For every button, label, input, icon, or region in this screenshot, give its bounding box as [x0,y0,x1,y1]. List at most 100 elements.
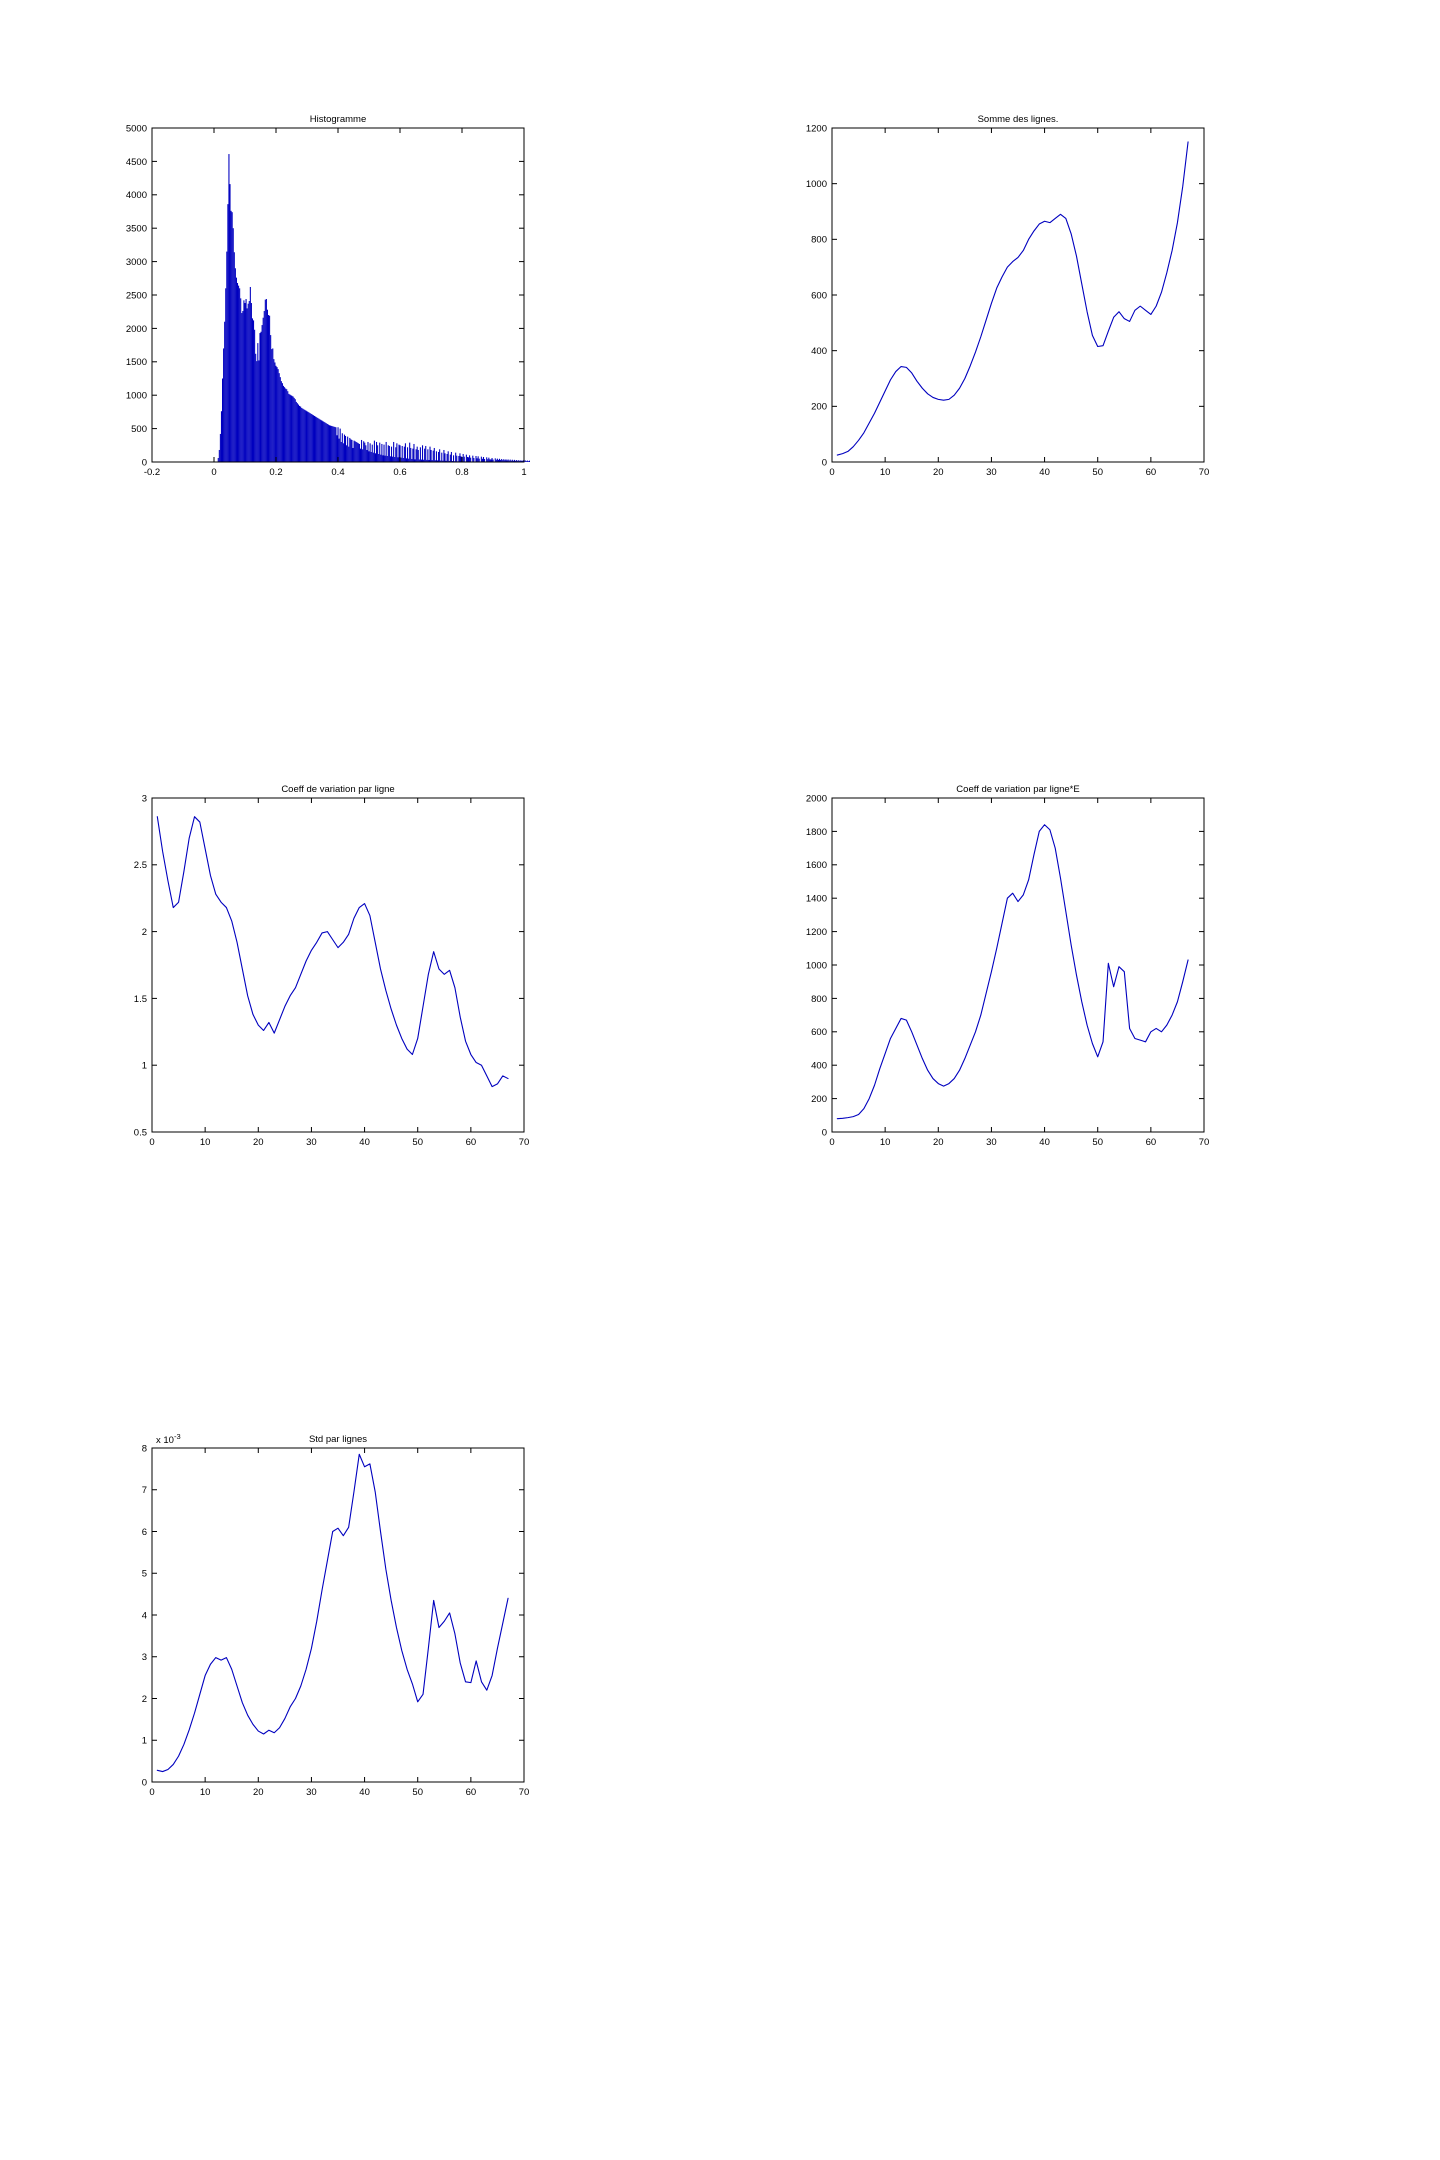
y-tick-label: 1200 [806,123,827,134]
x-tick-label: 50 [1092,467,1103,478]
subplot-histogramme: -0.2 0 0.2 0.4 0.6 0.8 1 0 500 1000 1500 2000 2500 30… [100,100,530,500]
y-tick-label: 1800 [806,827,827,838]
y-tick-label: 5 [142,1569,147,1580]
series-line [156,1453,509,1773]
x-tick-label: 0 [211,467,216,478]
axes-box [831,797,1205,1133]
y-tick-label: 0 [142,457,147,468]
x-tick-label: 50 [1092,1137,1103,1148]
x-tick-label: 20 [253,1787,264,1798]
x-tick-label: 0.2 [269,467,282,478]
chart-title: Somme des lignes. [978,114,1059,125]
x-tick-label: 0 [829,467,834,478]
chart-title: Std par lignes [309,1434,367,1445]
x-tick-label: 20 [253,1137,264,1148]
x-tick-label: 30 [986,1137,997,1148]
histogramme-axes: -0.2 0 0.2 0.4 0.6 0.8 10500100015002000250030… [126,114,530,478]
x-tick-label: 30 [306,1137,317,1148]
coeff-variation-E-axes: 0 10 20 30 40 50 60 70 0 200 400 600 800 1000 1200 1400… [806,784,1210,1148]
y-tick-label: 3000 [126,257,147,268]
x-tick-label: 0 [149,1137,154,1148]
x-tick-label: 60 [466,1137,477,1148]
std-par-lignes-axes: 0 10 20 30 40 50 60 70 0 1 2 3 4 5 6 7 8 x 10-3 Std par li… [142,1432,530,1798]
somme-des-lignes-axes: 0 10 20 30 40 50 60 70 0 200 400 600 800 1000 1200 Somm… [806,114,1210,478]
chart-title: Coeff de variation par ligne [281,784,394,795]
y-tick-label: 1 [142,1061,147,1072]
y-tick-label: 4 [142,1610,147,1621]
y-tick-label: 8 [142,1443,147,1454]
x-tick-label: 1 [521,467,526,478]
x-tick-label: 0 [829,1137,834,1148]
y-tick-label: 2 [142,927,147,938]
x-tick-label: 0 [149,1787,154,1798]
y-tick-label: 2 [142,1694,147,1705]
y-tick-label: 3 [142,793,147,804]
axes-box [831,127,1205,463]
y-tick-label: 1.5 [134,994,147,1005]
x-tick-label: 60 [1146,467,1157,478]
series-line [836,824,1189,1120]
histogram-bars [217,154,530,463]
y-tick-label: 0.5 [134,1127,147,1138]
x-tick-label: 20 [933,1137,944,1148]
x-tick-label: 60 [1146,1137,1157,1148]
x-tick-label: 50 [412,1137,423,1148]
x-tick-label: 60 [466,1787,477,1798]
axes-box [151,797,525,1133]
y-tick-label: 200 [811,402,827,413]
y-tick-label: 2500 [126,290,147,301]
x-tick-label: 40 [1039,1137,1050,1148]
y-tick-label: 4500 [126,157,147,168]
x-tick-label: -0.2 [144,467,160,478]
axes-box [151,1447,525,1783]
x-tick-label: 40 [359,1787,370,1798]
x-tick-label: 30 [986,467,997,478]
y-tick-label: 800 [811,994,827,1005]
x-tick-label: 0.6 [393,467,406,478]
x-tick-label: 70 [519,1787,530,1798]
y-tick-label: 1000 [126,391,147,402]
y-axis-exponent-label: x 10-3 [156,1432,181,1446]
chart-title: Coeff de variation par ligne*E [956,784,1079,795]
y-tick-label: 800 [811,235,827,246]
y-tick-label: 2000 [126,324,147,335]
y-tick-label: 2.5 [134,860,147,871]
series-line [836,141,1189,456]
y-tick-label: 7 [142,1485,147,1496]
y-tick-label: 6 [142,1527,147,1538]
y-tick-label: 5000 [126,123,147,134]
y-tick-label: 0 [822,457,827,468]
y-tick-label: 500 [131,424,147,435]
x-tick-label: 70 [1199,467,1210,478]
y-tick-label: 400 [811,346,827,357]
y-tick-label: 1000 [806,179,827,190]
x-tick-label: 0.8 [455,467,468,478]
x-tick-label: 70 [519,1137,530,1148]
x-tick-label: 70 [1199,1137,1210,1148]
y-tick-label: 0 [142,1777,147,1788]
y-tick-label: 400 [811,1061,827,1072]
series-line [156,816,509,1088]
y-tick-label: 2000 [806,793,827,804]
y-tick-label: 0 [822,1127,827,1138]
y-tick-label: 200 [811,1094,827,1105]
y-tick-label: 600 [811,290,827,301]
y-tick-label: 1400 [806,894,827,905]
subplot-somme-des-lignes: 0 10 20 30 40 50 60 70 0 200 400 600 800 1000 1200 Somm… [780,100,1210,500]
chart-title: Histogramme [310,114,367,125]
y-tick-label: 1000 [806,960,827,971]
y-tick-label: 1600 [806,860,827,871]
y-tick-label: 3 [142,1652,147,1663]
y-tick-label: 600 [811,1027,827,1038]
y-tick-label: 3500 [126,224,147,235]
x-tick-label: 20 [933,467,944,478]
x-tick-label: 40 [359,1137,370,1148]
y-tick-label: 1500 [126,357,147,368]
x-tick-label: 40 [1039,467,1050,478]
x-tick-label: 10 [880,467,891,478]
x-tick-label: 10 [200,1137,211,1148]
x-tick-label: 0.4 [331,467,344,478]
x-tick-label: 30 [306,1787,317,1798]
y-tick-label: 1 [142,1736,147,1747]
